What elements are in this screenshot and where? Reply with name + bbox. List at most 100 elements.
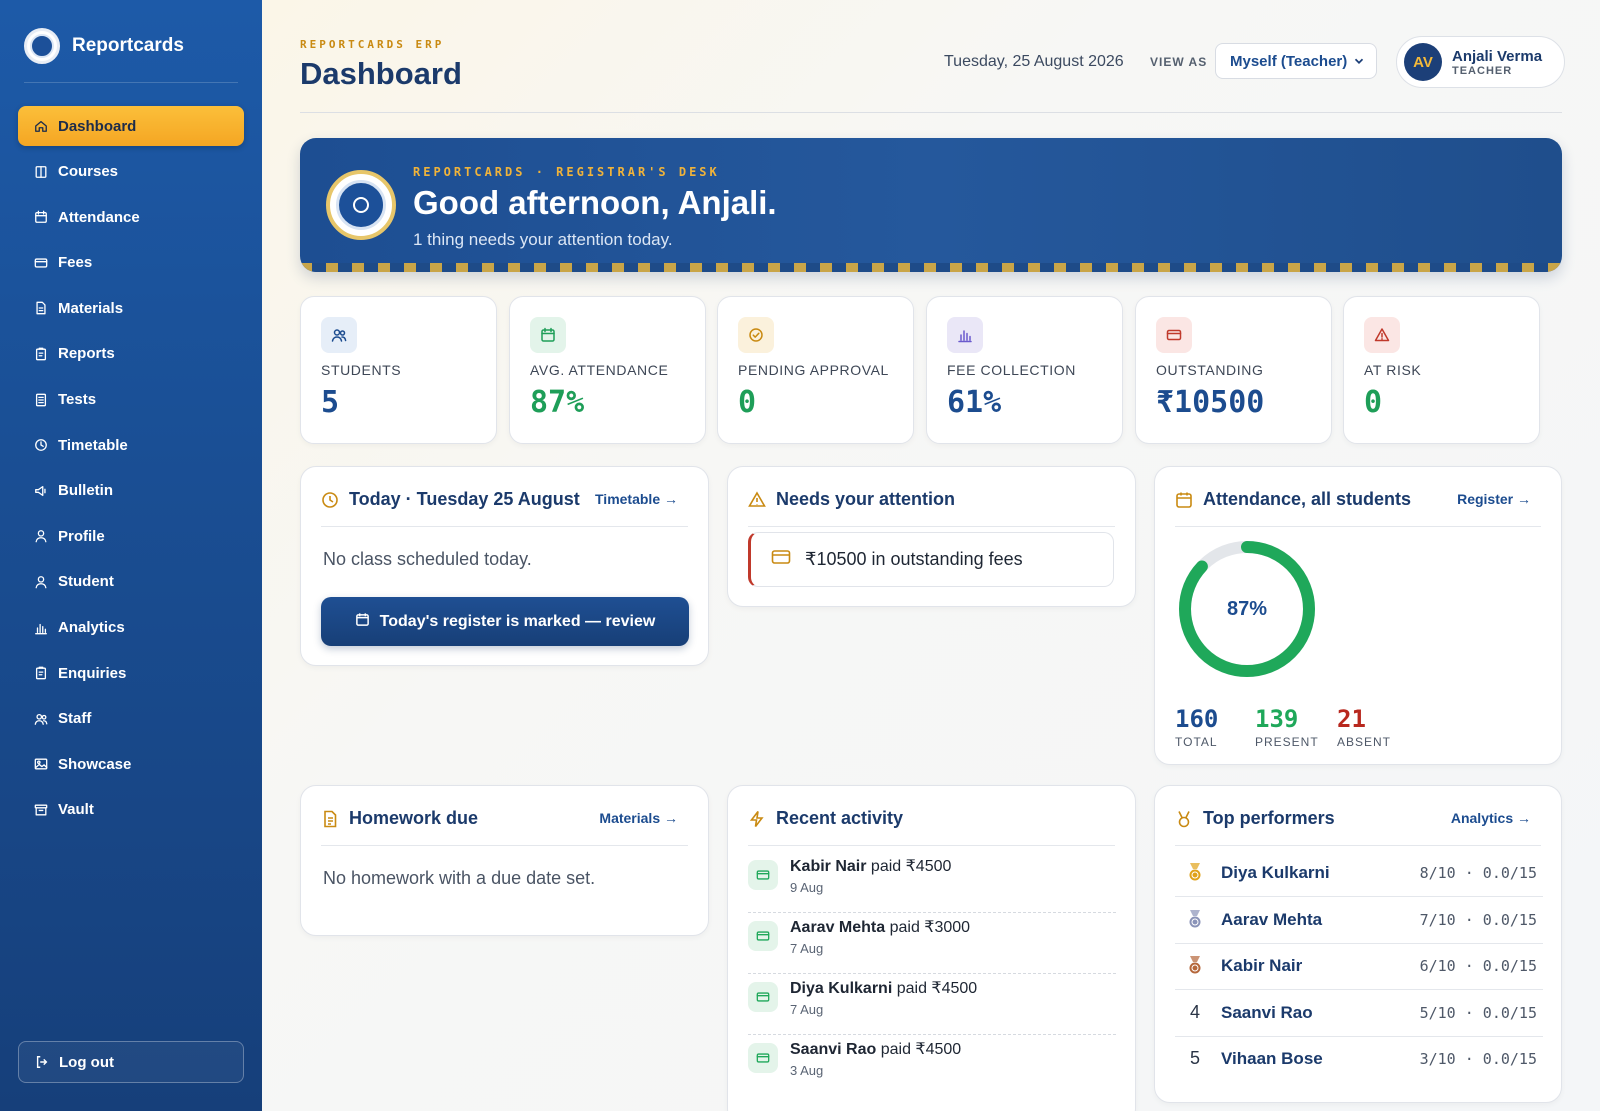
analytics-link[interactable]: Analytics → bbox=[1450, 810, 1531, 826]
wallet-icon bbox=[34, 256, 48, 270]
wallet-icon bbox=[748, 860, 778, 890]
stat-label: PENDING APPROVAL bbox=[738, 362, 889, 378]
main-content: REPORTCARDS ERP Dashboard Tuesday, 25 Au… bbox=[262, 0, 1600, 1111]
performer-score: 6/10 · 0.0/15 bbox=[1419, 957, 1537, 975]
attendance-absent: 21 ABSENT bbox=[1337, 705, 1391, 749]
stat-card-avg-attendance[interactable]: AVG. ATTENDANCE 87% bbox=[509, 296, 706, 444]
sidebar-item-showcase[interactable]: Showcase bbox=[18, 744, 244, 784]
sidebar-item-label: Fees bbox=[58, 254, 93, 272]
sidebar-item-reports[interactable]: Reports bbox=[18, 334, 244, 374]
activity-name: Aarav Mehta bbox=[790, 919, 886, 936]
activity-text: Kabir Nair paid ₹4500 bbox=[790, 856, 951, 876]
performer-score: 8/10 · 0.0/15 bbox=[1419, 864, 1537, 882]
stat-card-pending-approval[interactable]: PENDING APPROVAL 0 bbox=[717, 296, 914, 444]
activity-date: 9 Aug bbox=[790, 880, 824, 895]
view-as-label: VIEW AS bbox=[1150, 55, 1208, 69]
stat-card-students[interactable]: STUDENTS 5 bbox=[300, 296, 497, 444]
sidebar-item-dashboard[interactable]: Dashboard bbox=[18, 106, 244, 146]
attendance-card-title: Attendance, all students bbox=[1203, 489, 1412, 509]
performer-row[interactable]: Diya Kulkarni 8/10 · 0.0/15 bbox=[1175, 850, 1543, 897]
document-icon bbox=[321, 810, 339, 828]
activity-text: Diya Kulkarni paid ₹4500 bbox=[790, 978, 977, 998]
sidebar-item-materials[interactable]: Materials bbox=[18, 288, 244, 328]
activity-date: 7 Aug bbox=[790, 1002, 824, 1017]
performer-row[interactable]: Kabir Nair 6/10 · 0.0/15 bbox=[1175, 943, 1543, 990]
greeting-banner: REPORTCARDS · REGISTRAR'S DESK Good afte… bbox=[300, 138, 1562, 272]
homework-empty-text: No homework with a due date set. bbox=[323, 868, 596, 888]
sidebar-item-label: Materials bbox=[58, 299, 124, 317]
brand[interactable]: Reportcards bbox=[24, 28, 184, 64]
sidebar-item-label: Courses bbox=[58, 163, 119, 181]
activity-row[interactable]: Kabir Nair paid ₹4500 9 Aug bbox=[748, 852, 1116, 913]
activity-row[interactable]: Aarav Mehta paid ₹3000 7 Aug bbox=[748, 913, 1116, 974]
performer-row[interactable]: 5 Vihaan Bose 3/10 · 0.0/15 bbox=[1175, 1036, 1543, 1083]
sidebar-item-courses[interactable]: Courses bbox=[18, 152, 244, 192]
activity-card-header: Recent activity bbox=[748, 806, 1115, 846]
materials-link[interactable]: Materials → bbox=[599, 810, 678, 826]
banner-stripe bbox=[300, 263, 1562, 272]
sidebar-item-profile[interactable]: Profile bbox=[18, 516, 244, 556]
wallet-icon bbox=[771, 548, 791, 571]
review-register-button[interactable]: Today's register is marked — review bbox=[321, 597, 689, 646]
sidebar-item-label: Vault bbox=[58, 801, 94, 819]
sidebar-item-label: Analytics bbox=[58, 619, 125, 637]
stat-card-at-risk[interactable]: AT RISK 0 bbox=[1343, 296, 1540, 444]
stat-label: STUDENTS bbox=[321, 362, 402, 378]
performers-card-title: Top performers bbox=[1203, 808, 1335, 828]
book-icon bbox=[34, 165, 48, 179]
logout-icon bbox=[35, 1055, 49, 1069]
stat-card-outstanding[interactable]: OUTSTANDING ₹10500 bbox=[1135, 296, 1332, 444]
school-seal-icon bbox=[326, 170, 396, 240]
lightning-icon bbox=[748, 810, 766, 828]
activity-row[interactable]: Diya Kulkarni paid ₹4500 7 Aug bbox=[748, 974, 1116, 1035]
sidebar-item-student[interactable]: Student bbox=[18, 562, 244, 602]
silver-medal-icon bbox=[1185, 909, 1205, 934]
attention-item[interactable]: ₹10500 in outstanding fees bbox=[748, 532, 1114, 587]
attention-card: Needs your attention ₹10500 in outstandi… bbox=[727, 466, 1136, 607]
sidebar-item-enquiries[interactable]: Enquiries bbox=[18, 653, 244, 693]
header-divider bbox=[300, 112, 1562, 113]
sidebar-item-tests[interactable]: Tests bbox=[18, 380, 244, 420]
sidebar-item-vault[interactable]: Vault bbox=[18, 790, 244, 830]
today-card-header: Today · Tuesday 25 August Timetable → bbox=[321, 487, 688, 527]
present-value: 139 bbox=[1255, 705, 1299, 733]
stat-card-fee-collection[interactable]: FEE COLLECTION 61% bbox=[926, 296, 1123, 444]
users-icon bbox=[321, 317, 357, 353]
sidebar-item-label: Profile bbox=[58, 527, 105, 545]
absent-label: ABSENT bbox=[1337, 735, 1392, 749]
activity-name: Saanvi Rao bbox=[790, 1041, 877, 1058]
sidebar-item-timetable[interactable]: Timetable bbox=[18, 425, 244, 465]
activity-text: Aarav Mehta paid ₹3000 bbox=[790, 917, 970, 937]
sidebar-item-staff[interactable]: Staff bbox=[18, 699, 244, 739]
warning-icon bbox=[1364, 317, 1400, 353]
megaphone-icon bbox=[34, 484, 48, 498]
user-name: Anjali Verma bbox=[1452, 47, 1543, 65]
clipboard-icon bbox=[34, 666, 48, 680]
attendance-card-header: Attendance, all students Register → bbox=[1175, 487, 1541, 527]
sidebar-item-bulletin[interactable]: Bulletin bbox=[18, 471, 244, 511]
home-icon bbox=[34, 119, 48, 133]
timetable-link[interactable]: Timetable → bbox=[595, 491, 678, 507]
sidebar-item-fees[interactable]: Fees bbox=[18, 243, 244, 283]
view-as-select[interactable]: Myself (Teacher) bbox=[1215, 43, 1377, 79]
attention-item-text: ₹10500 in outstanding fees bbox=[805, 549, 1023, 569]
register-link[interactable]: Register → bbox=[1457, 491, 1531, 507]
user-menu[interactable]: AV Anjali Verma TEACHER bbox=[1396, 36, 1565, 88]
sidebar-item-analytics[interactable]: Analytics bbox=[18, 608, 244, 648]
performer-row[interactable]: Aarav Mehta 7/10 · 0.0/15 bbox=[1175, 897, 1543, 944]
activity-row[interactable]: Saanvi Rao paid ₹4500 3 Aug bbox=[748, 1035, 1116, 1096]
bar-chart-icon bbox=[947, 317, 983, 353]
performer-rank: 5 bbox=[1189, 1048, 1200, 1068]
calendar-icon bbox=[355, 612, 370, 632]
performer-score: 3/10 · 0.0/15 bbox=[1419, 1050, 1537, 1068]
sidebar-item-label: Reports bbox=[58, 345, 115, 363]
bar-chart-icon bbox=[34, 621, 48, 635]
performer-row[interactable]: 4 Saanvi Rao 5/10 · 0.0/15 bbox=[1175, 990, 1543, 1037]
logout-button[interactable]: Log out bbox=[18, 1041, 244, 1083]
activity-detail: paid ₹4500 bbox=[870, 858, 952, 875]
wallet-icon bbox=[1156, 317, 1192, 353]
sidebar-item-attendance[interactable]: Attendance bbox=[18, 197, 244, 237]
stat-label: AVG. ATTENDANCE bbox=[530, 362, 669, 378]
medal-icon bbox=[1175, 810, 1193, 828]
attendance-total: 160 TOTAL bbox=[1175, 705, 1218, 749]
